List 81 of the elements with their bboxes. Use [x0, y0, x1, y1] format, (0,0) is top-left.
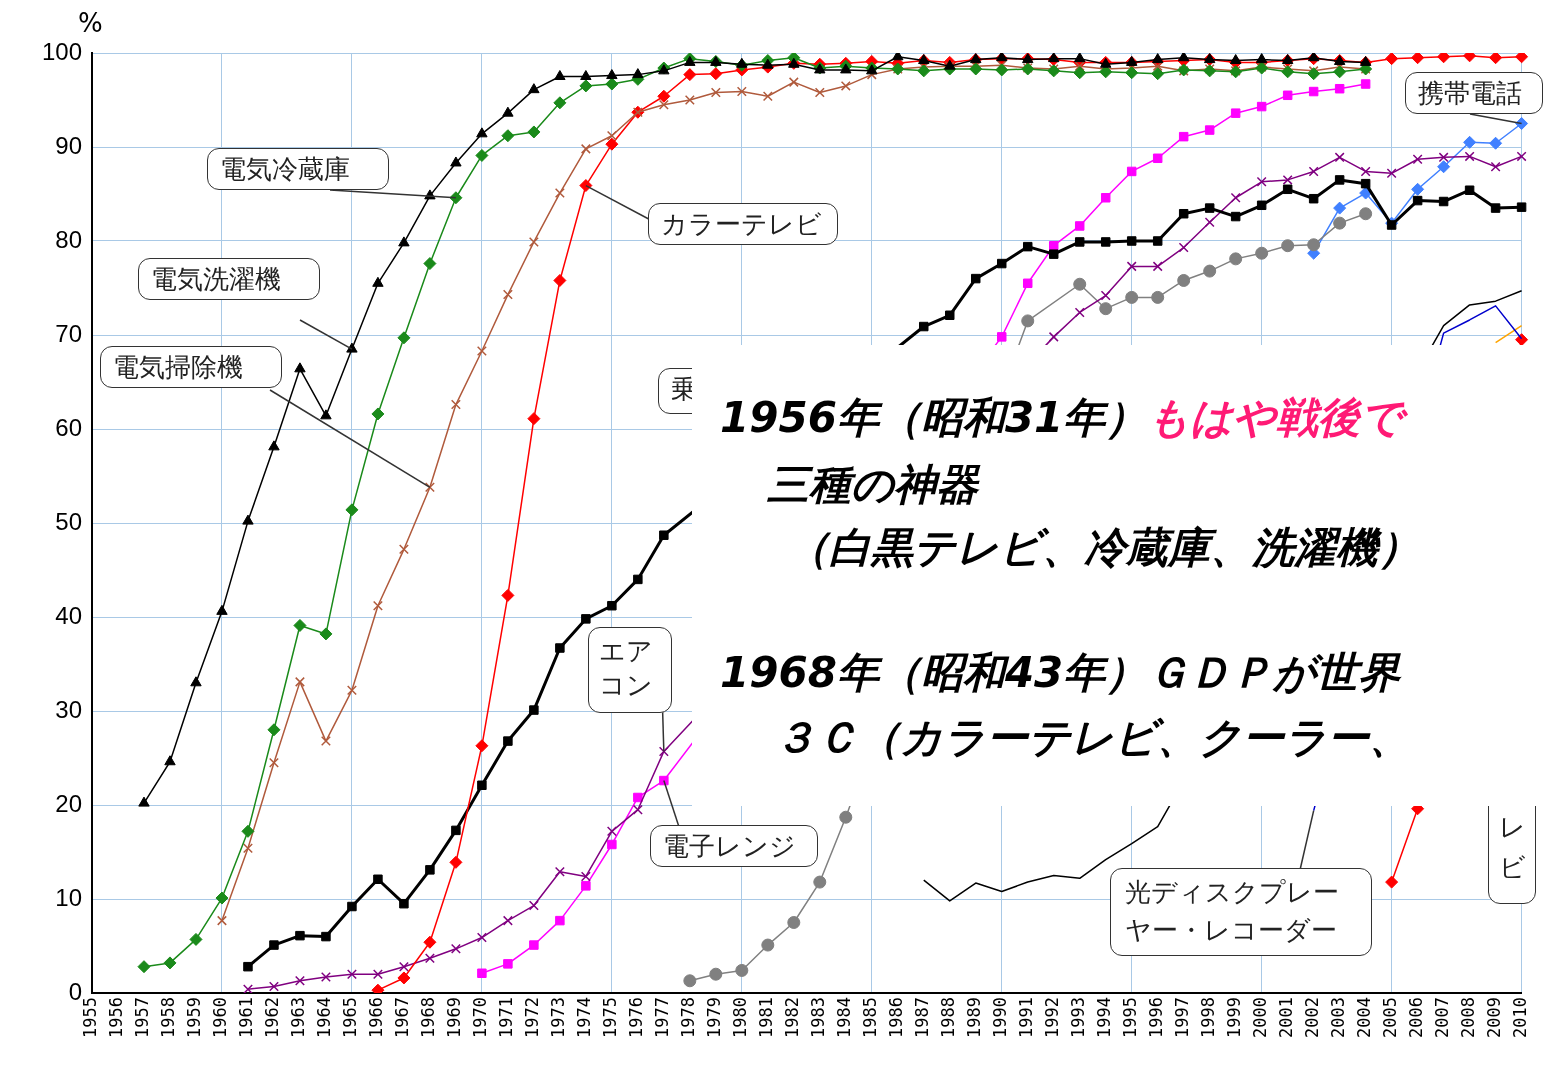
x-tick-label: 1999 [1224, 997, 1245, 1038]
y-tick-label: 30 [55, 695, 82, 723]
x-tick-label: 1991 [1016, 997, 1037, 1038]
x-tick-label: 1974 [574, 997, 595, 1038]
x-tick-label: 1982 [782, 997, 803, 1038]
x-tick-label: 1976 [626, 997, 647, 1038]
x-tick-label: 1960 [210, 997, 231, 1038]
x-tick-label: 1964 [314, 997, 335, 1038]
y-tick-label: 0 [68, 977, 82, 1005]
x-tick-label: 2003 [1328, 997, 1349, 1038]
y-tick-label: 50 [55, 507, 82, 535]
x-tick-label: 1989 [964, 997, 985, 1038]
x-tick-label: 1996 [1146, 997, 1167, 1038]
text: カラーテレビ [648, 203, 838, 245]
x-tick-label: 1975 [600, 997, 621, 1038]
x-tick-label: 1970 [470, 997, 491, 1038]
x-tick-label: 1998 [1198, 997, 1219, 1038]
y-tick-label: 100 [41, 37, 82, 65]
x-tick-label: 1979 [704, 997, 725, 1038]
x-tick-label: 2004 [1354, 997, 1375, 1038]
x-tick-label: 1972 [522, 997, 543, 1038]
x-tick-label: 1965 [340, 997, 361, 1038]
y-tick-label: 80 [55, 225, 82, 253]
y-tick-label: 10 [55, 883, 82, 911]
text: 電気掃除機 [100, 346, 282, 388]
x-tick-label: 2007 [1432, 997, 1453, 1038]
x-tick-label: 2009 [1484, 997, 1505, 1038]
x-tick-label: 1984 [834, 997, 855, 1038]
x-tick-label: 1993 [1068, 997, 1089, 1038]
x-tick-label: 1985 [860, 997, 881, 1038]
annotation: ３Ｃ（カラーテレビ、クーラー、 [774, 713, 1411, 762]
y-tick-label: 90 [55, 131, 82, 159]
x-tick-label: 1959 [184, 997, 205, 1038]
x-tick-label: 1962 [262, 997, 283, 1038]
x-tick-label: 2005 [1380, 997, 1401, 1038]
x-tick-label: 2008 [1458, 997, 1479, 1038]
x-tick-label: 1961 [236, 997, 257, 1038]
annotation: レビ [1488, 792, 1536, 904]
y-tick-label: 60 [55, 413, 82, 441]
x-tick-label: 1967 [392, 997, 413, 1038]
x-tick-label: 1958 [158, 997, 179, 1038]
x-tick-label: 2006 [1406, 997, 1427, 1038]
x-tick-label: 1969 [444, 997, 465, 1038]
y-axis-title: % [78, 8, 103, 38]
text: 光ディスクプレーヤー・レコーダー [1110, 868, 1372, 956]
x-tick-label: 1983 [808, 997, 829, 1038]
y-tick-label: 40 [55, 601, 82, 629]
series-label: 携帯電話 [1405, 72, 1543, 114]
x-tick-label: 1973 [548, 997, 569, 1038]
x-tick-label: 1994 [1094, 997, 1115, 1038]
x-tick-label: 1990 [990, 997, 1011, 1038]
x-tick-label: 1978 [678, 997, 699, 1038]
x-tick-label: 1956 [106, 997, 127, 1038]
y-tick-label: 20 [55, 789, 82, 817]
annotation: 1956年（昭和31年） [720, 393, 1148, 442]
annotation: （白黒テレビ、冷蔵庫、洗濯機） [787, 523, 1420, 572]
x-tick-label: 1955 [80, 997, 101, 1038]
x-tick-label: 1980 [730, 997, 751, 1038]
x-tick-label: 1981 [756, 997, 777, 1038]
x-tick-label: 1986 [886, 997, 907, 1038]
y-tick-label: 70 [55, 319, 82, 347]
x-tick-label: 2010 [1510, 997, 1531, 1038]
series-label: 電子レンジ [650, 825, 818, 867]
annotation: 1968年（昭和43年）ＧＤＰが世界 [720, 648, 1401, 697]
x-tick-label: 2000 [1250, 997, 1271, 1038]
x-tick-label: 1968 [418, 997, 439, 1038]
x-tick-label: 1966 [366, 997, 387, 1038]
text: 電気洗濯機 [138, 258, 320, 300]
x-tick-label: 1992 [1042, 997, 1063, 1038]
x-tick-label: 1977 [652, 997, 673, 1038]
x-tick-label: 1995 [1120, 997, 1141, 1038]
x-tick-label: 1963 [288, 997, 309, 1038]
x-tick-label: 1988 [938, 997, 959, 1038]
x-tick-label: 1957 [132, 997, 153, 1038]
x-tick-label: 1987 [912, 997, 933, 1038]
x-tick-label: 2001 [1276, 997, 1297, 1038]
text: 電気冷蔵庫 [207, 148, 389, 190]
x-tick-label: 1971 [496, 997, 517, 1038]
x-tick-label: 1997 [1172, 997, 1193, 1038]
x-tick-label: 2002 [1302, 997, 1323, 1038]
series-label: エアコン [588, 627, 672, 713]
